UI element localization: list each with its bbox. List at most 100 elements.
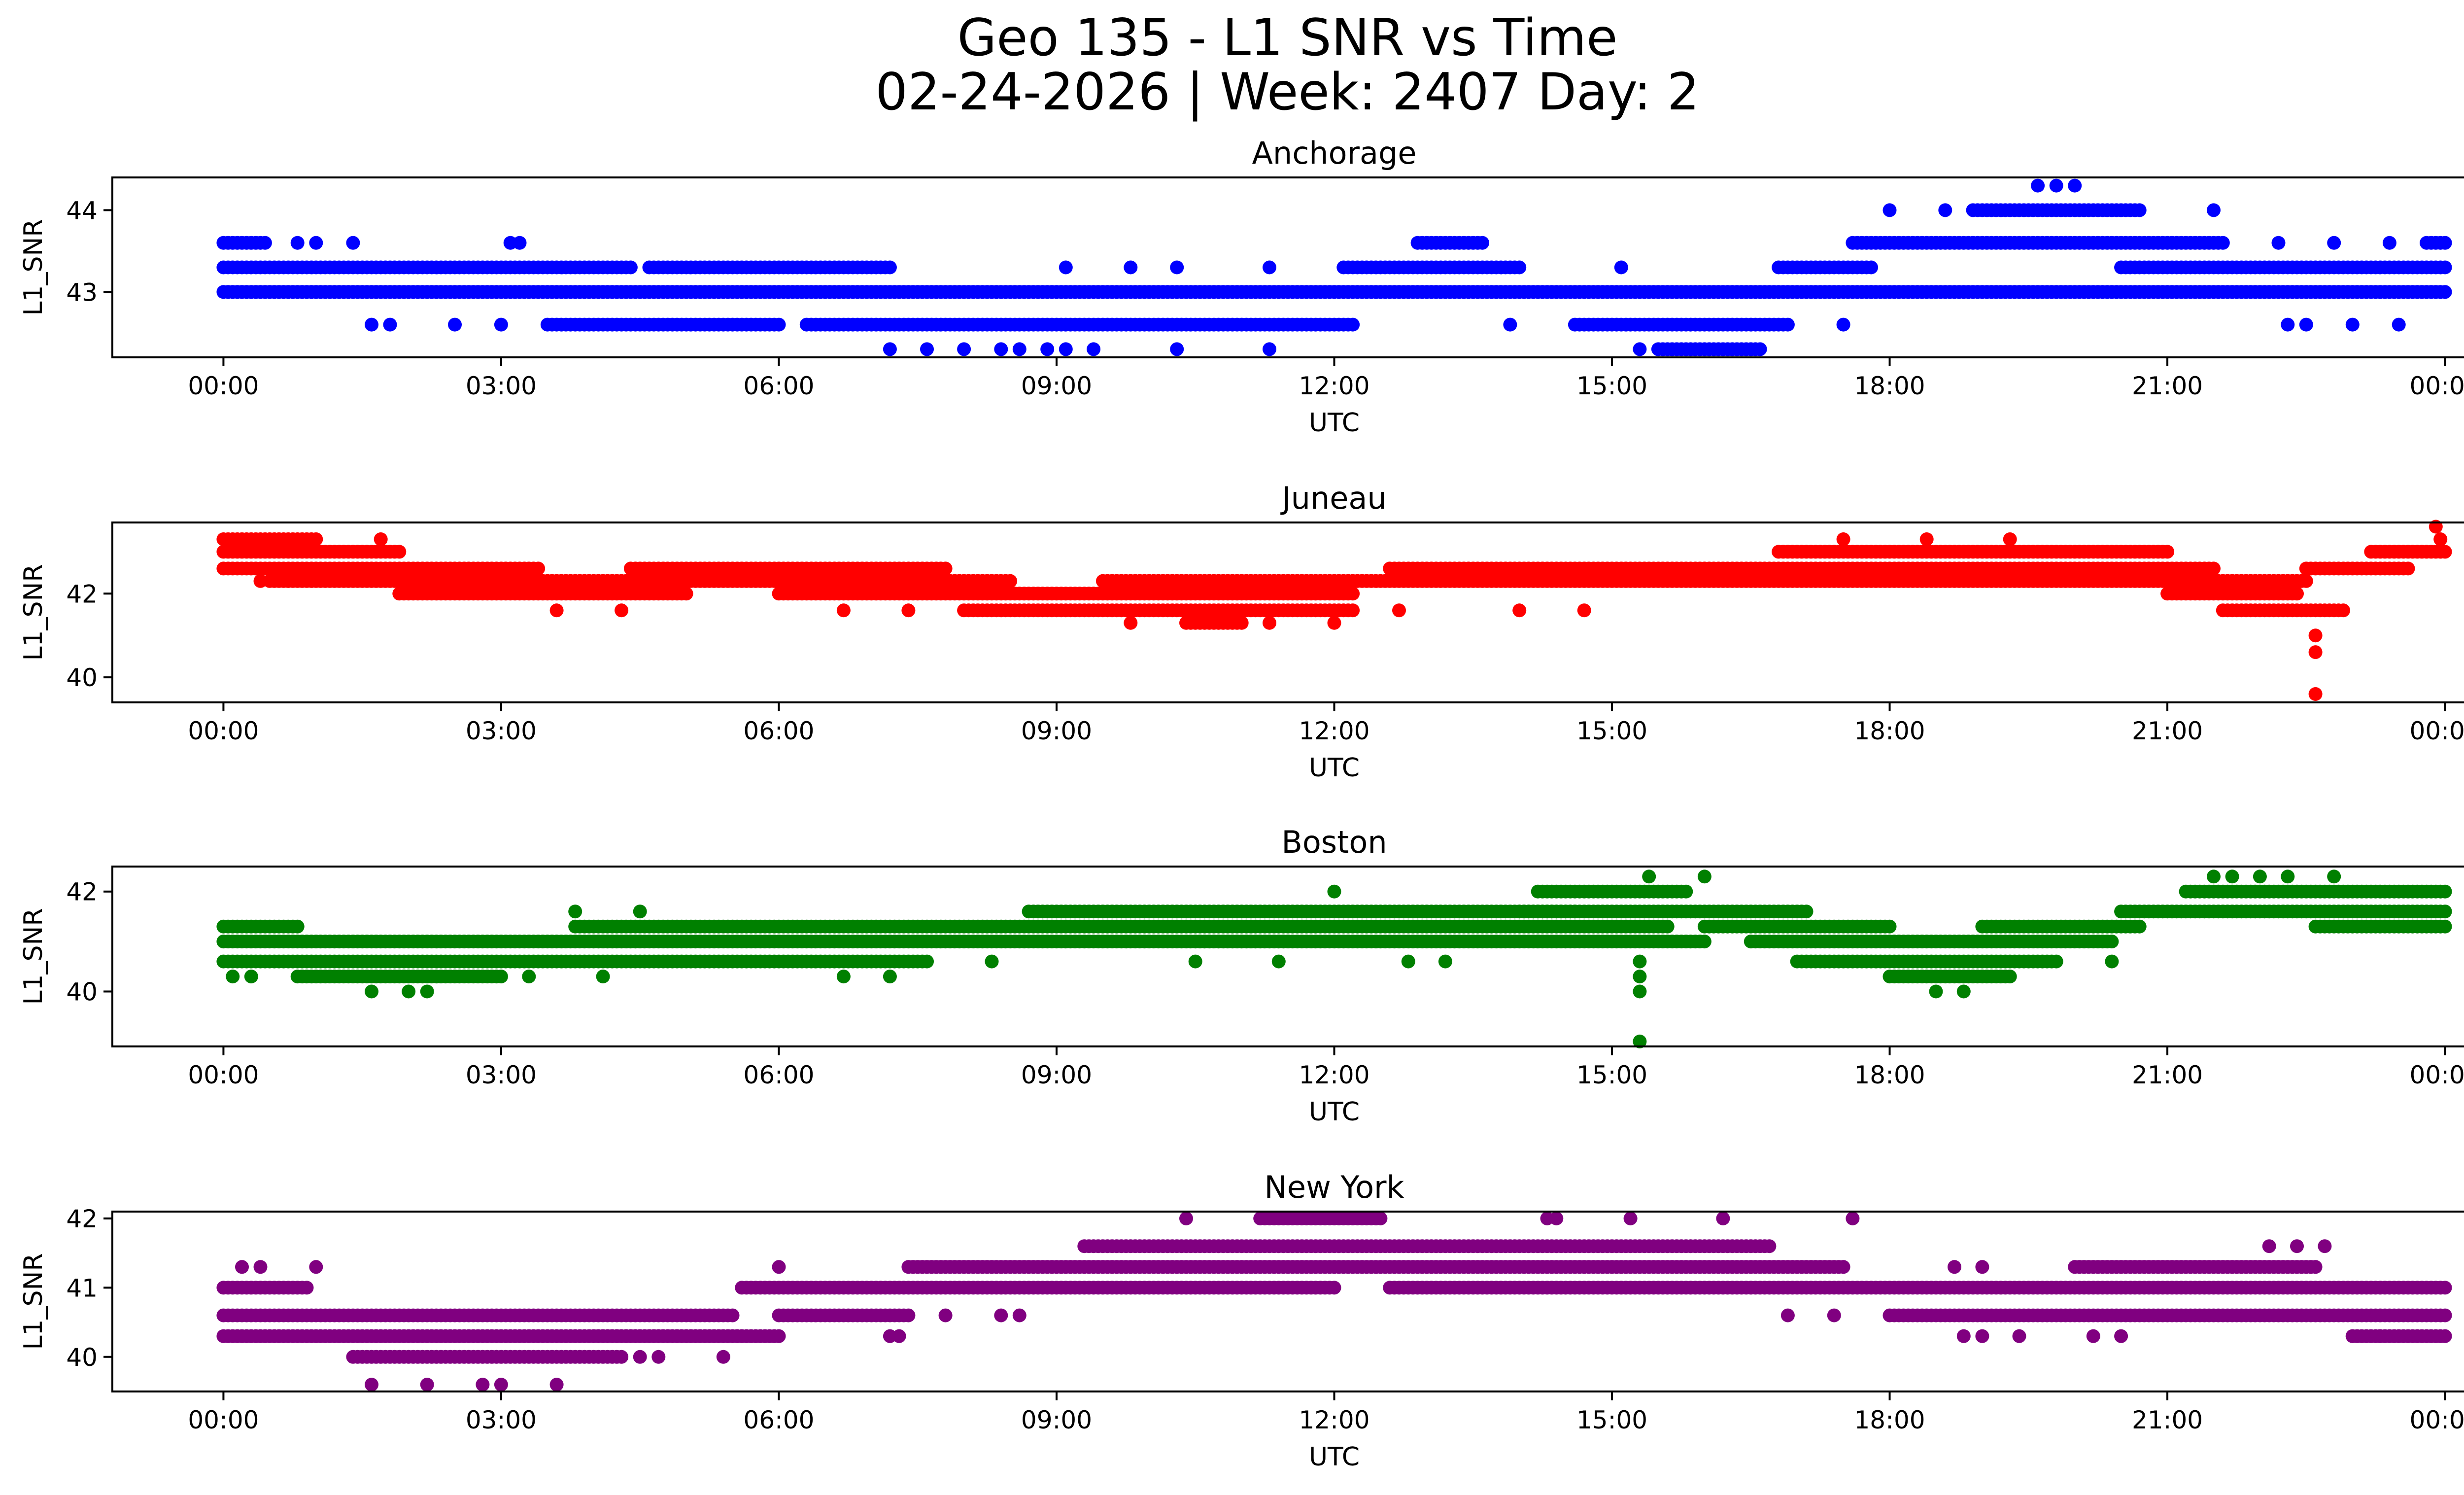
anchorage-data-point bbox=[448, 317, 462, 332]
new-york-series bbox=[216, 1212, 2452, 1391]
anchorage-y-axis-label: L1_SNR bbox=[19, 219, 48, 315]
juneau-data-point bbox=[938, 561, 953, 576]
anchorage-data-point bbox=[1040, 342, 1055, 356]
juneau-x-tick-label: 15:00 bbox=[1576, 717, 1647, 745]
juneau-data-point bbox=[1512, 603, 1527, 618]
anchorage-data-point bbox=[1170, 260, 1184, 275]
juneau-data-point bbox=[531, 561, 546, 576]
juneau-data-point bbox=[2438, 545, 2452, 559]
boston-title: Boston bbox=[1281, 824, 1387, 860]
anchorage-data-point bbox=[1059, 342, 1073, 356]
anchorage-x-axis-label: UTC bbox=[1309, 408, 1360, 438]
new-york-data-point bbox=[901, 1308, 916, 1322]
juneau-y-tick-label: 40 bbox=[66, 663, 98, 692]
juneau-data-point bbox=[253, 574, 268, 588]
juneau-data-point bbox=[2003, 532, 2017, 546]
anchorage-data-point bbox=[1263, 260, 1276, 275]
boston-data-point bbox=[494, 970, 508, 984]
anchorage-data-point bbox=[2382, 236, 2396, 250]
anchorage-y-tick-label: 43 bbox=[66, 278, 98, 307]
anchorage-data-point bbox=[309, 236, 323, 250]
juneau-data-point bbox=[1836, 532, 1850, 546]
juneau-x-tick-label: 12:00 bbox=[1299, 717, 1369, 745]
anchorage-data-point bbox=[1512, 260, 1527, 275]
anchorage-x-tick-label: 18:00 bbox=[1854, 372, 1925, 400]
anchorage-data-point bbox=[2438, 236, 2452, 250]
anchorage-data-point bbox=[883, 342, 897, 356]
anchorage-data-point bbox=[1475, 236, 1489, 250]
anchorage-data-point bbox=[2068, 178, 2082, 193]
anchorage-x-tick-label: 00:00 bbox=[188, 372, 259, 400]
anchorage-data-point bbox=[1614, 260, 1628, 275]
juneau-x-tick-label: 00:00 bbox=[188, 717, 259, 745]
juneau-x-tick-label: 09:00 bbox=[1021, 717, 1092, 745]
juneau-data-point bbox=[2433, 532, 2448, 546]
juneau-x-tick-label: 06:00 bbox=[743, 717, 814, 745]
anchorage-data-point bbox=[920, 342, 934, 356]
new-york-data-point bbox=[735, 1329, 749, 1343]
juneau-data-point bbox=[374, 532, 388, 546]
anchorage-data-point bbox=[883, 260, 897, 275]
new-york-data-point bbox=[1373, 1212, 1388, 1225]
anchorage-data-point bbox=[1753, 342, 1767, 356]
boston-series bbox=[216, 869, 2452, 1048]
anchorage-data-point bbox=[346, 236, 360, 250]
juneau-title: Juneau bbox=[1280, 480, 1386, 516]
juneau-data-point bbox=[901, 603, 916, 618]
anchorage-data-point bbox=[2438, 260, 2452, 275]
anchorage-data-point bbox=[2207, 203, 2221, 217]
new-york-data-point bbox=[1762, 1239, 1777, 1253]
boston-data-point bbox=[920, 954, 934, 969]
juneau-x-tick-label: 21:00 bbox=[2132, 717, 2203, 745]
anchorage-x-tick-label: 09:00 bbox=[1021, 372, 1092, 400]
juneau-data-point bbox=[309, 532, 323, 546]
juneau-data-point bbox=[1919, 532, 1934, 546]
anchorage-data-point bbox=[1059, 260, 1073, 275]
juneau-y-tick-label: 42 bbox=[66, 580, 98, 608]
new-york-data-point bbox=[772, 1329, 786, 1343]
juneau-x-tick-label: 03:00 bbox=[466, 717, 537, 745]
anchorage-data-point bbox=[957, 342, 971, 356]
anchorage-x-tick-label: 03:00 bbox=[466, 372, 537, 400]
anchorage-data-point bbox=[1780, 317, 1795, 332]
juneau-data-point bbox=[392, 545, 407, 559]
anchorage-data-point bbox=[258, 236, 272, 250]
juneau-data-point bbox=[1346, 603, 1360, 618]
anchorage-data-point bbox=[1864, 260, 1878, 275]
juneau-data-point bbox=[836, 603, 851, 618]
juneau-y-axis-label: L1_SNR bbox=[19, 564, 48, 661]
anchorage-data-point bbox=[2271, 236, 2286, 250]
anchorage-x-tick-label: 00:00 bbox=[2410, 372, 2464, 400]
anchorage-data-point bbox=[2392, 317, 2406, 332]
figure-title-line-1: Geo 135 - L1 SNR vs Time bbox=[957, 8, 1618, 68]
new-york-data-point bbox=[725, 1308, 740, 1322]
anchorage-data-point bbox=[1346, 317, 1360, 332]
juneau-data-point bbox=[2299, 574, 2313, 588]
anchorage-data-point bbox=[1087, 342, 1101, 356]
anchorage-series bbox=[216, 178, 2452, 356]
anchorage-data-point bbox=[2132, 203, 2147, 217]
juneau-data-point bbox=[2308, 645, 2323, 660]
juneau-data-point bbox=[2308, 628, 2323, 643]
juneau-data-point bbox=[2207, 561, 2221, 576]
anchorage-data-point bbox=[2281, 317, 2295, 332]
anchorage-y-tick-label: 44 bbox=[66, 196, 98, 225]
new-york-title: New York bbox=[1265, 1169, 1404, 1205]
anchorage-data-point bbox=[2438, 285, 2452, 299]
juneau-data-point bbox=[679, 587, 693, 601]
anchorage-data-point bbox=[290, 236, 305, 250]
new-york-data-point bbox=[615, 1350, 629, 1364]
new-york-data-point bbox=[1836, 1260, 1850, 1274]
anchorage-data-point bbox=[2345, 317, 2360, 332]
anchorage-x-tick-label: 06:00 bbox=[743, 372, 814, 400]
anchorage-data-point bbox=[2031, 178, 2045, 193]
anchorage-x-tick-label: 12:00 bbox=[1299, 372, 1369, 400]
juneau-x-tick-label: 18:00 bbox=[1854, 717, 1925, 745]
juneau-data-point bbox=[2401, 561, 2415, 576]
new-york-data-point bbox=[1327, 1281, 1341, 1295]
anchorage-data-point bbox=[1836, 317, 1850, 332]
